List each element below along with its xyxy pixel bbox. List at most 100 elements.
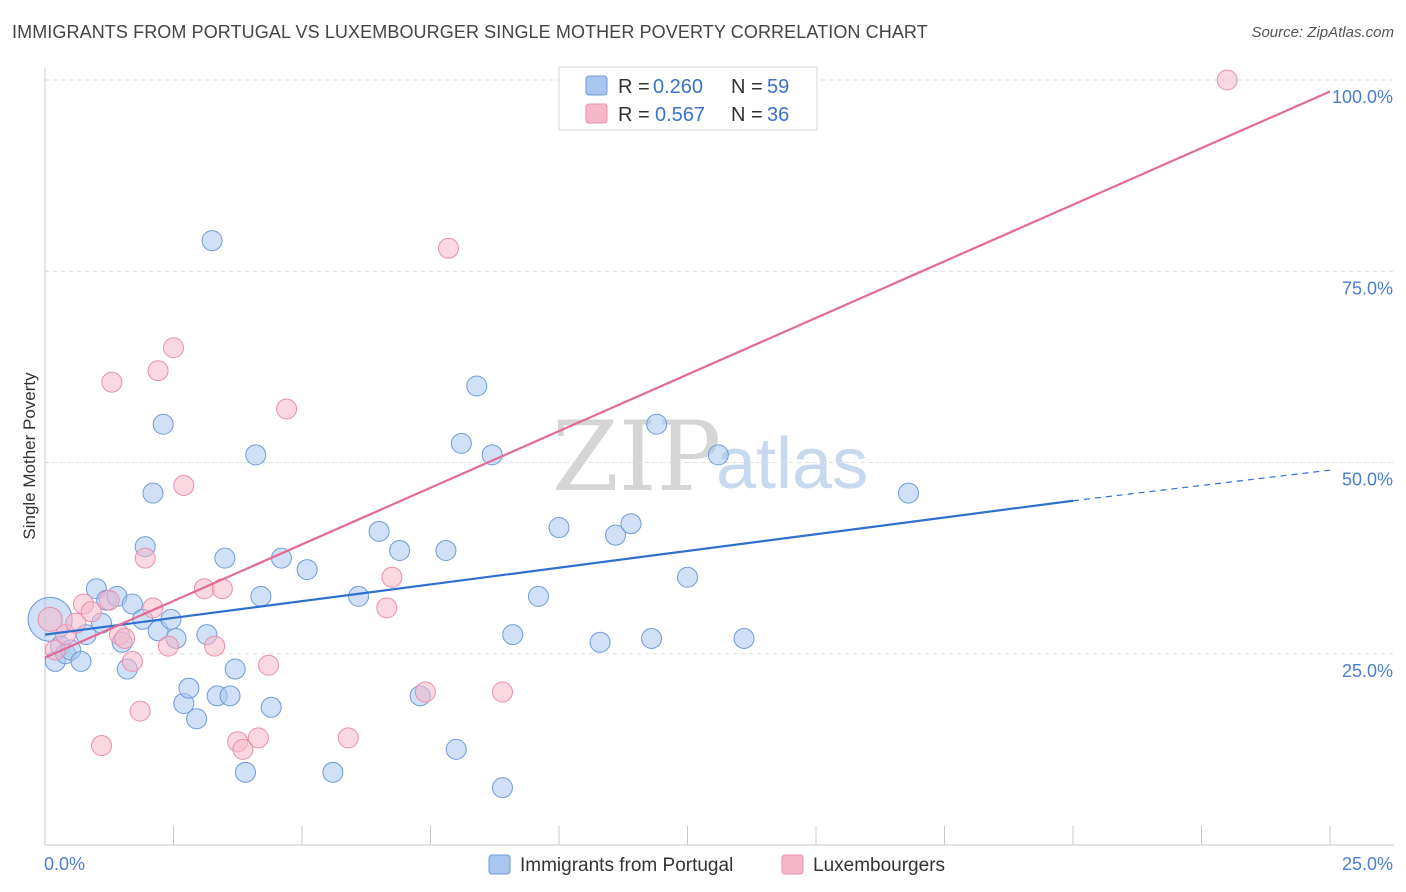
portugal-point-42 — [445, 738, 467, 760]
portugal-point-53 — [641, 627, 663, 649]
legend-r-value-2: 0.567 — [655, 104, 705, 126]
luxembourger-point-32 — [491, 681, 513, 703]
source-credit: Source: ZipAtlas.com — [1251, 24, 1394, 41]
bottom-legend-label-2: Luxembourgers — [813, 855, 945, 876]
portugal-point-39 — [389, 539, 411, 561]
luxembourger-point-31 — [437, 237, 459, 259]
series-0-points — [27, 230, 920, 799]
x-tick-label-0: 0.0% — [44, 854, 85, 874]
portugal-point-32 — [250, 585, 272, 607]
luxembourger-point-19 — [193, 578, 215, 600]
luxembourger-point-12 — [129, 700, 151, 722]
portugal-point-35 — [296, 559, 318, 581]
portugal-point-56 — [707, 444, 729, 466]
portugal-point-31 — [245, 444, 267, 466]
luxembourger-point-25 — [258, 654, 280, 676]
legend-swatch-blue — [585, 75, 608, 96]
luxembourger-point-15 — [147, 360, 169, 382]
portugal-point-58 — [898, 482, 920, 504]
portugal-point-52 — [620, 513, 642, 535]
luxembourger-point-7 — [98, 589, 120, 611]
portugal-point-29 — [224, 658, 246, 680]
portugal-point-27 — [214, 547, 236, 569]
watermark-atlas: atlas — [716, 424, 868, 504]
trend-line-1 — [44, 90, 1331, 659]
portugal-point-23 — [186, 708, 208, 730]
bottom-legend-label-1: Immigrants from Portugal — [520, 855, 733, 876]
luxembourger-point-16 — [157, 635, 179, 657]
luxembourger-point-28 — [376, 597, 398, 619]
y-tick-label-1: 50.0% — [1342, 470, 1393, 490]
portugal-point-5 — [70, 650, 92, 672]
luxembourger-point-23 — [232, 738, 254, 760]
series-1-points — [37, 69, 1238, 760]
portugal-point-55 — [677, 566, 698, 588]
portugal-point-13 — [121, 593, 143, 615]
luxembourger-point-33 — [1216, 69, 1238, 91]
bottom-legend: Immigrants from Portugal Luxembourgers — [488, 854, 945, 876]
luxembourger-point-8 — [101, 371, 123, 393]
x-tick-label-1: 25.0% — [1342, 854, 1393, 874]
luxembourger-point-20 — [204, 635, 226, 657]
watermark-zip: ZIP — [552, 401, 721, 513]
luxembourger-point-10 — [114, 627, 136, 649]
portugal-point-30 — [234, 761, 256, 783]
trend-line-extension-0 — [1072, 469, 1331, 502]
y-axis-title: Single Mother Poverty — [20, 372, 39, 540]
legend-n-value-1: 59 — [767, 76, 789, 98]
portugal-point-48 — [527, 585, 549, 607]
portugal-point-43 — [450, 432, 472, 454]
portugal-point-45 — [481, 444, 503, 466]
portugal-point-28 — [219, 685, 241, 707]
legend-n-label-1: N = — [731, 76, 763, 98]
legend-r-value-1: 0.260 — [653, 76, 703, 98]
portugal-point-50 — [589, 631, 611, 653]
luxembourger-point-24 — [247, 727, 269, 749]
watermark: ZIP atlas — [552, 401, 868, 513]
trend-lines — [44, 90, 1331, 659]
portugal-point-49 — [548, 517, 570, 539]
portugal-point-36 — [322, 761, 344, 783]
luxembourger-point-29 — [381, 566, 403, 588]
luxembourger-point-30 — [414, 681, 436, 703]
luxembourger-point-13 — [134, 547, 156, 569]
y-tick-labels: 25.0% 50.0% 75.0% 100.0% — [1332, 87, 1393, 681]
luxembourger-point-26 — [276, 398, 298, 420]
axes — [44, 68, 1394, 846]
chart-title: IMMIGRANTS FROM PORTUGAL VS LUXEMBOURGER… — [12, 22, 928, 42]
legend-swatch-pink — [585, 103, 608, 124]
legend-r-label-2: R = — [618, 104, 650, 126]
luxembourger-point-18 — [173, 474, 195, 496]
y-tick-label-3: 100.0% — [1332, 87, 1393, 107]
portugal-point-18 — [152, 413, 174, 435]
luxembourger-point-5 — [80, 601, 102, 623]
portugal-point-44 — [466, 375, 488, 397]
legend-r-label-1: R = — [618, 76, 650, 98]
legend-n-label-2: N = — [731, 104, 763, 126]
portugal-point-38 — [368, 520, 390, 542]
portugal-point-46 — [491, 777, 513, 799]
portugal-point-16 — [142, 482, 164, 504]
x-tick-labels: 0.0% 25.0% — [44, 854, 1393, 874]
portugal-point-41 — [435, 539, 457, 561]
y-tick-label-0: 25.0% — [1342, 661, 1393, 681]
portugal-point-22 — [178, 677, 200, 699]
y-tick-label-2: 75.0% — [1342, 278, 1393, 298]
portugal-point-25 — [201, 230, 223, 252]
data-points — [27, 69, 1238, 799]
legend-n-value-2: 36 — [767, 104, 789, 126]
top-legend: R = 0.260 N = 59 R = 0.567 N = 36 — [558, 66, 818, 131]
luxembourger-point-0 — [37, 606, 63, 632]
bottom-legend-swatch-blue — [488, 854, 511, 875]
trend-line-0 — [44, 499, 1074, 636]
luxembourger-point-11 — [121, 650, 143, 672]
portugal-point-47 — [502, 624, 524, 646]
portugal-point-51 — [605, 524, 627, 546]
portugal-point-54 — [646, 413, 668, 435]
luxembourger-point-17 — [163, 337, 184, 359]
portugal-point-33 — [260, 696, 282, 718]
luxembourger-point-6 — [91, 735, 113, 757]
portugal-point-37 — [348, 585, 370, 607]
portugal-point-57 — [733, 627, 755, 649]
